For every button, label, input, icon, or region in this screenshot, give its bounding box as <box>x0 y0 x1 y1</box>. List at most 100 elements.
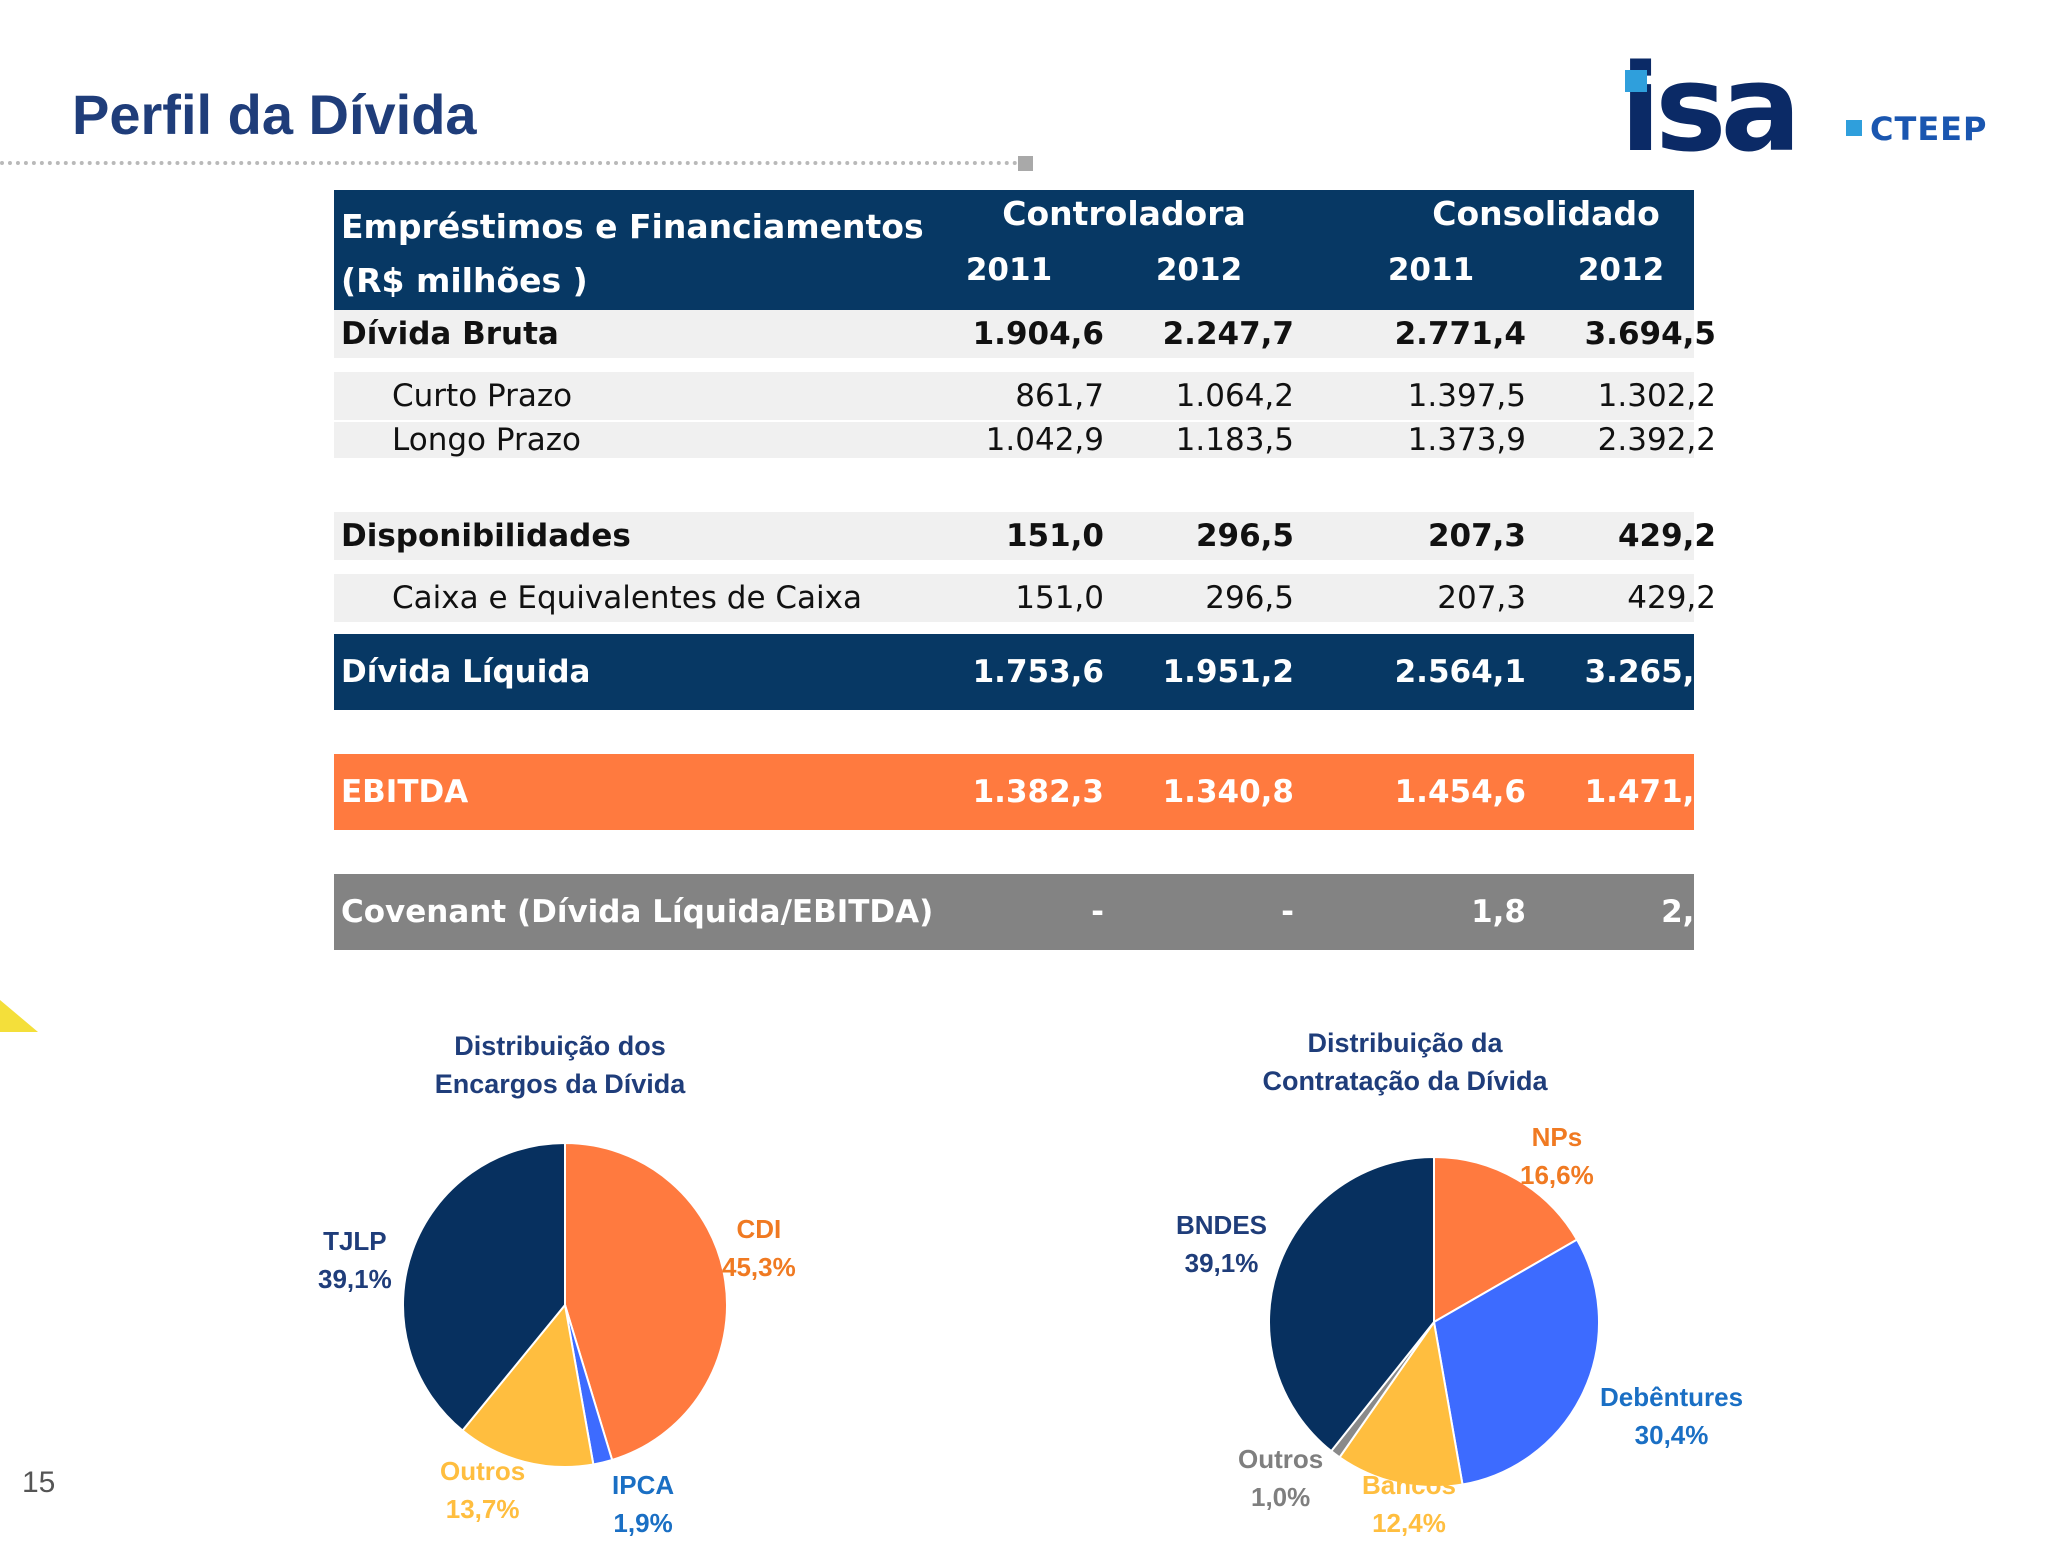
cell-value: 207,3 <box>1437 580 1526 616</box>
pie2-label-bancos: Bancos 12,4% <box>1362 1466 1456 1542</box>
pie1-label-outros-name: Outros <box>440 1456 526 1486</box>
pie2-label-bndes-value: 39,1% <box>1184 1248 1259 1278</box>
row-label: Disponibilidades <box>341 518 631 554</box>
cell-value: 1.904,6 <box>972 316 1104 352</box>
row-label: Covenant (Dívida Líquida/EBITDA) <box>341 894 934 930</box>
cell-value: 429,2 <box>1617 518 1716 554</box>
pie-slice-tjlp <box>402 1141 566 1432</box>
pie1-title-line2: Encargos da Dívida <box>434 1069 686 1099</box>
pie2-label-outros: Outros 1,0% <box>1238 1440 1323 1516</box>
pie2-label-nps-value: 16,6% <box>1520 1160 1594 1190</box>
cell-value: 207,3 <box>1427 518 1526 554</box>
pie2-label-bndes: BNDES 39,1% <box>1176 1206 1267 1282</box>
row-label: Dívida Bruta <box>341 316 559 352</box>
pie-slice-deb-ntures <box>1432 1238 1600 1486</box>
cell-value: 1.183,5 <box>1175 422 1294 458</box>
pie-slice-outros <box>461 1302 595 1468</box>
table-row-divida-liquida: Dívida Líquida 1.753,6 1.951,2 2.564,1 3… <box>334 634 1716 710</box>
cell-value: 1.064,2 <box>1175 378 1294 414</box>
title-rule-end-square <box>1018 156 1033 171</box>
group-consolidado: Consolidado <box>1432 194 1660 233</box>
table-row-disponibilidades: Disponibilidades 151,0 296,5 207,3 429,2 <box>334 512 1716 560</box>
title-dotted-rule <box>0 161 1018 165</box>
pie-slice-cdi <box>564 1141 728 1462</box>
pie1-label-ipca-name: IPCA <box>612 1470 675 1500</box>
cell-value: 1.340,8 <box>1162 774 1294 810</box>
cell-value: 2.771,4 <box>1394 316 1526 352</box>
decorative-yellow-shape <box>0 1000 38 1032</box>
cell-value: 296,5 <box>1195 518 1294 554</box>
logo-cteep-text: CTEEP <box>1870 110 1988 148</box>
pie2-label-nps: NPs 16,6% <box>1520 1118 1594 1194</box>
row-label: Longo Prazo <box>392 422 581 458</box>
cell-value: 1.471,9 <box>1584 774 1716 810</box>
pie1-label-cdi-name: CDI <box>736 1214 782 1244</box>
cell-value: 296,5 <box>1205 580 1294 616</box>
row-label: Curto Prazo <box>392 378 573 414</box>
cell-value: 429,2 <box>1627 580 1716 616</box>
pie-slice-bndes <box>1268 1155 1435 1453</box>
table-header-label: Empréstimos e Financiamentos (R$ milhões… <box>341 200 924 308</box>
table-row-caixa: Caixa e Equivalentes de Caixa 151,0 296,… <box>334 574 1716 622</box>
row-label: EBITDA <box>341 774 469 810</box>
page-title: Perfil da Dívida <box>72 83 477 146</box>
pie2-title: Distribuição da Contratação da Dívida <box>1240 1024 1570 1100</box>
group-controladora: Controladora <box>1002 194 1246 233</box>
header-line-1: Empréstimos e Financiamentos <box>341 207 924 246</box>
cell-value: 151,0 <box>1015 580 1104 616</box>
table-header: Empréstimos e Financiamentos (R$ milhões… <box>334 190 1694 310</box>
table-row-longo-prazo: Longo Prazo 1.042,9 1.183,5 1.373,9 2.39… <box>334 422 1716 458</box>
pie1-label-tjlp-value: 39,1% <box>318 1264 392 1294</box>
table-row-divida-bruta: Dívida Bruta 1.904,6 2.247,7 2.771,4 3.6… <box>334 310 1716 358</box>
pie2-label-bancos-name: Bancos <box>1362 1470 1456 1500</box>
pie-slice-bancos <box>1338 1319 1464 1488</box>
row-label: Dívida Líquida <box>341 654 591 690</box>
year-consolidado-2012: 2012 <box>1577 252 1665 288</box>
cell-value: 2.564,1 <box>1394 654 1526 690</box>
pie1-title: Distribuição dos Encargos da Dívida <box>400 1027 720 1103</box>
isa-cteep-logo: isa CTEEP <box>1620 50 1986 188</box>
table-row-ebitda: EBITDA 1.382,3 1.340,8 1.454,6 1.471,9 <box>334 754 1716 830</box>
pie1-label-outros: Outros 13,7% <box>440 1452 525 1528</box>
pie2-label-nps-name: NPs <box>1531 1122 1583 1152</box>
cell-value: 1.397,5 <box>1407 378 1526 414</box>
cell-value: 1,8 <box>1471 894 1526 930</box>
pie1-label-cdi-value: 45,3% <box>722 1252 796 1282</box>
pie2-label-outros-value: 1,0% <box>1250 1482 1311 1512</box>
cell-value: 3.265,2 <box>1584 654 1716 690</box>
table-row-curto-prazo: Curto Prazo 861,7 1.064,2 1.397,5 1.302,… <box>334 372 1716 420</box>
pie1-label-ipca-value: 1,9% <box>613 1508 673 1538</box>
pie2-title-line2: Contratação da Dívida <box>1262 1066 1548 1096</box>
pie2-label-debentures: Debêntures 30,4% <box>1600 1378 1743 1454</box>
pie2-label-outros-name: Outros <box>1238 1444 1324 1474</box>
pie-slice-nps <box>1433 1155 1579 1324</box>
pie1-label-tjlp-name: TJLP <box>323 1226 387 1256</box>
cell-value: - <box>1281 894 1294 930</box>
cell-value: 1.951,2 <box>1162 654 1294 690</box>
cell-value: 1.373,9 <box>1407 422 1526 458</box>
cell-value: - <box>1091 894 1104 930</box>
year-controladora-2011: 2011 <box>965 252 1053 288</box>
page-number: 15 <box>22 1466 56 1499</box>
pie2-label-bancos-value: 12,4% <box>1372 1508 1446 1538</box>
pie1-label-cdi: CDI 45,3% <box>722 1210 796 1286</box>
cell-value: 1.454,6 <box>1394 774 1526 810</box>
cell-value: 861,7 <box>1015 378 1104 414</box>
pie1-label-ipca: IPCA 1,9% <box>612 1466 674 1542</box>
pie2-chart <box>1268 1155 1600 1488</box>
cell-value: 151,0 <box>1005 518 1104 554</box>
cell-value: 2.247,7 <box>1162 316 1294 352</box>
pie1-label-outros-value: 13,7% <box>445 1494 520 1524</box>
row-label: Caixa e Equivalentes de Caixa <box>392 580 863 616</box>
cell-value: 1.302,2 <box>1597 378 1716 414</box>
pie1-label-tjlp: TJLP 39,1% <box>318 1222 392 1298</box>
header-line-2: (R$ milhões ) <box>341 261 588 300</box>
cell-value: 3.694,5 <box>1584 316 1716 352</box>
cell-value: 1.042,9 <box>985 422 1104 458</box>
year-controladora-2012: 2012 <box>1155 252 1243 288</box>
cell-value: 1.382,3 <box>972 774 1104 810</box>
pie1-title-line1: Distribuição dos <box>454 1031 666 1061</box>
pie2-label-bndes-name: BNDES <box>1176 1210 1268 1240</box>
cell-value: 2,2 <box>1661 894 1716 930</box>
pie2-title-line1: Distribuição da <box>1307 1028 1503 1058</box>
